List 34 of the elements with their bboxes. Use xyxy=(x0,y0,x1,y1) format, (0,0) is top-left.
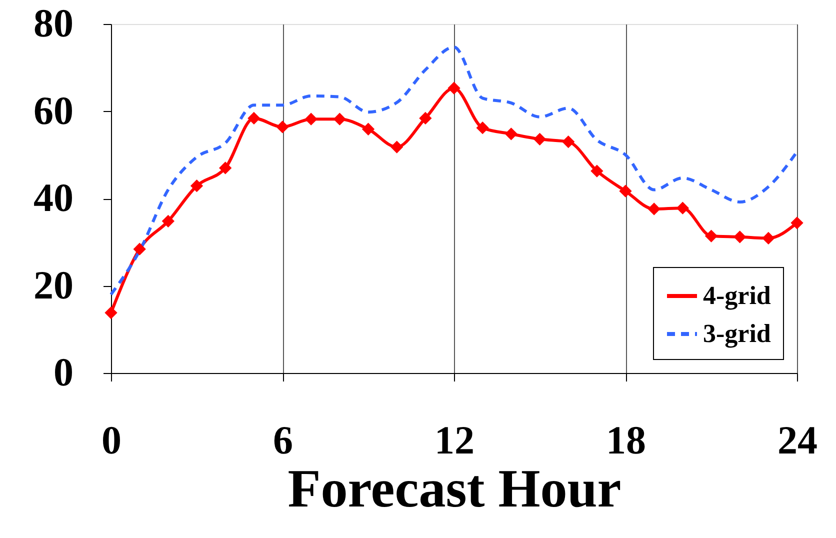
point xyxy=(590,164,604,178)
point xyxy=(762,232,775,245)
point xyxy=(476,122,489,134)
y-tick-label: 20 xyxy=(34,262,74,308)
point xyxy=(248,112,260,125)
point xyxy=(362,122,375,136)
point xyxy=(104,306,118,320)
point xyxy=(133,242,146,256)
y-tick-label: 0 xyxy=(54,350,74,394)
point xyxy=(190,180,204,192)
point xyxy=(676,202,689,214)
legend-label: 4-grid xyxy=(703,281,772,310)
y-tick-label: 60 xyxy=(34,88,74,133)
point xyxy=(419,112,432,125)
point xyxy=(219,162,232,174)
x-tick-label: 0 xyxy=(102,418,122,462)
point xyxy=(704,230,718,242)
point xyxy=(304,112,318,126)
point xyxy=(533,132,546,146)
point xyxy=(333,112,346,126)
point xyxy=(648,202,660,216)
point xyxy=(619,184,632,198)
point xyxy=(562,135,575,148)
legend-label: 3-grid xyxy=(703,319,772,348)
point xyxy=(390,140,404,154)
x-tick-label: 24 xyxy=(778,418,818,462)
point xyxy=(162,214,174,228)
y-tick-label: 80 xyxy=(34,0,74,46)
point xyxy=(276,120,289,134)
point xyxy=(504,128,518,140)
point xyxy=(734,230,746,244)
point xyxy=(790,216,804,230)
y-tick-label: 40 xyxy=(34,175,74,220)
point xyxy=(448,82,460,94)
